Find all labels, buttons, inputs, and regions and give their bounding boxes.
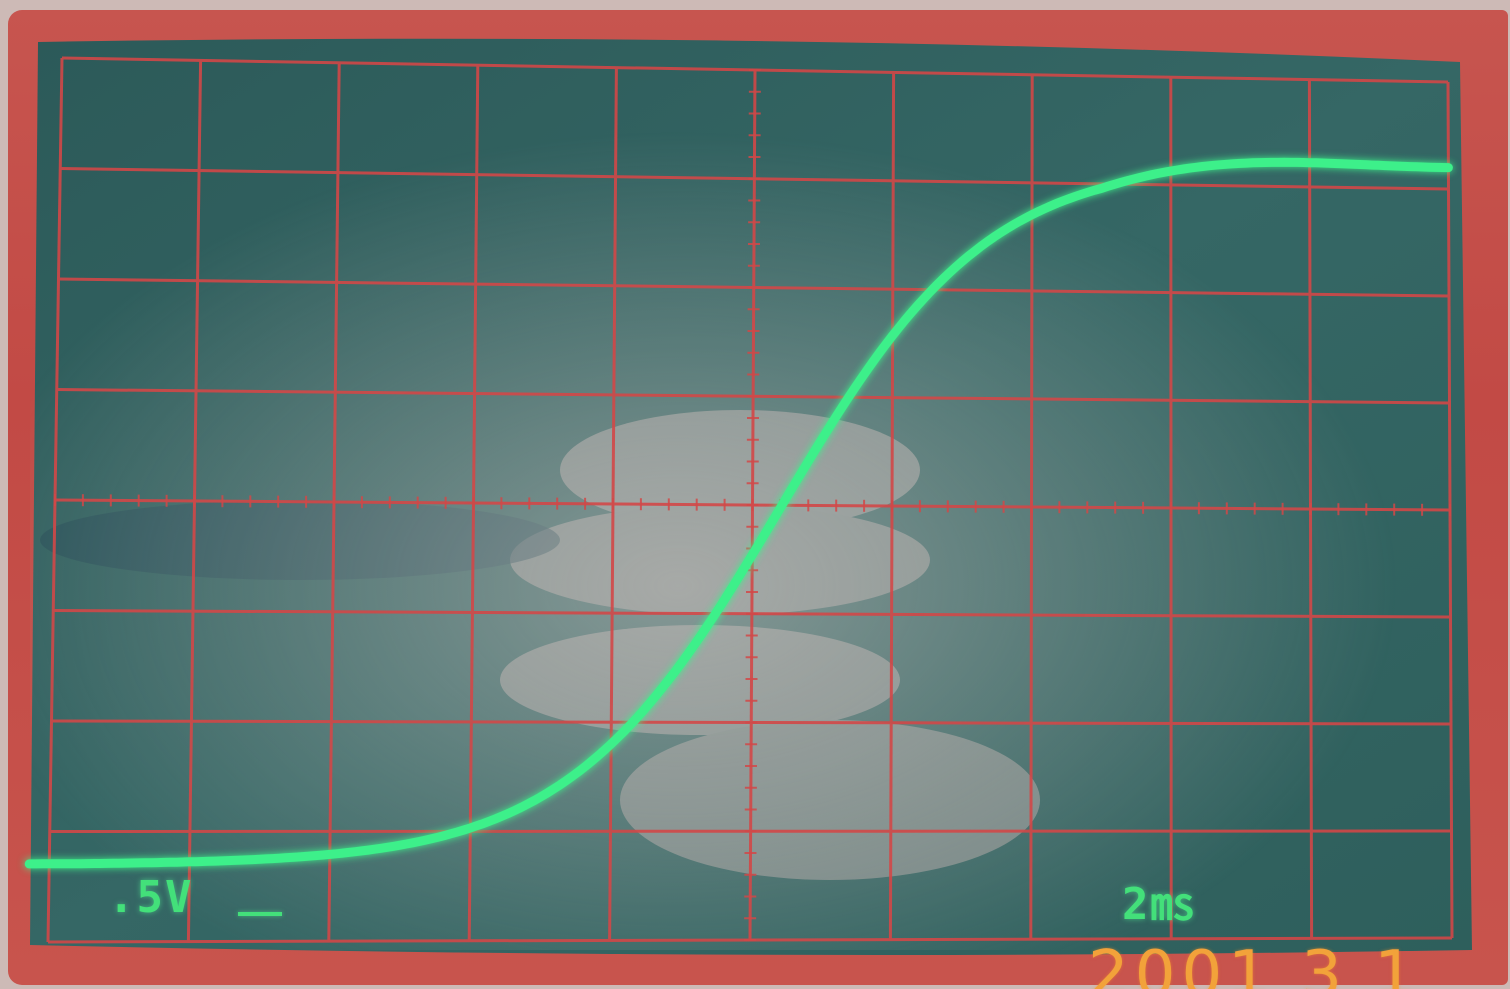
- camera-date-stamp: 2001 3 1: [1088, 938, 1421, 989]
- signal-trace: [24, 157, 1453, 869]
- dc-coupling-symbol: [238, 912, 282, 916]
- volts-per-division-readout: .5V: [108, 872, 194, 923]
- time-per-division-readout: 2㎳: [1122, 879, 1197, 930]
- graticule-ticks: [54, 69, 1451, 941]
